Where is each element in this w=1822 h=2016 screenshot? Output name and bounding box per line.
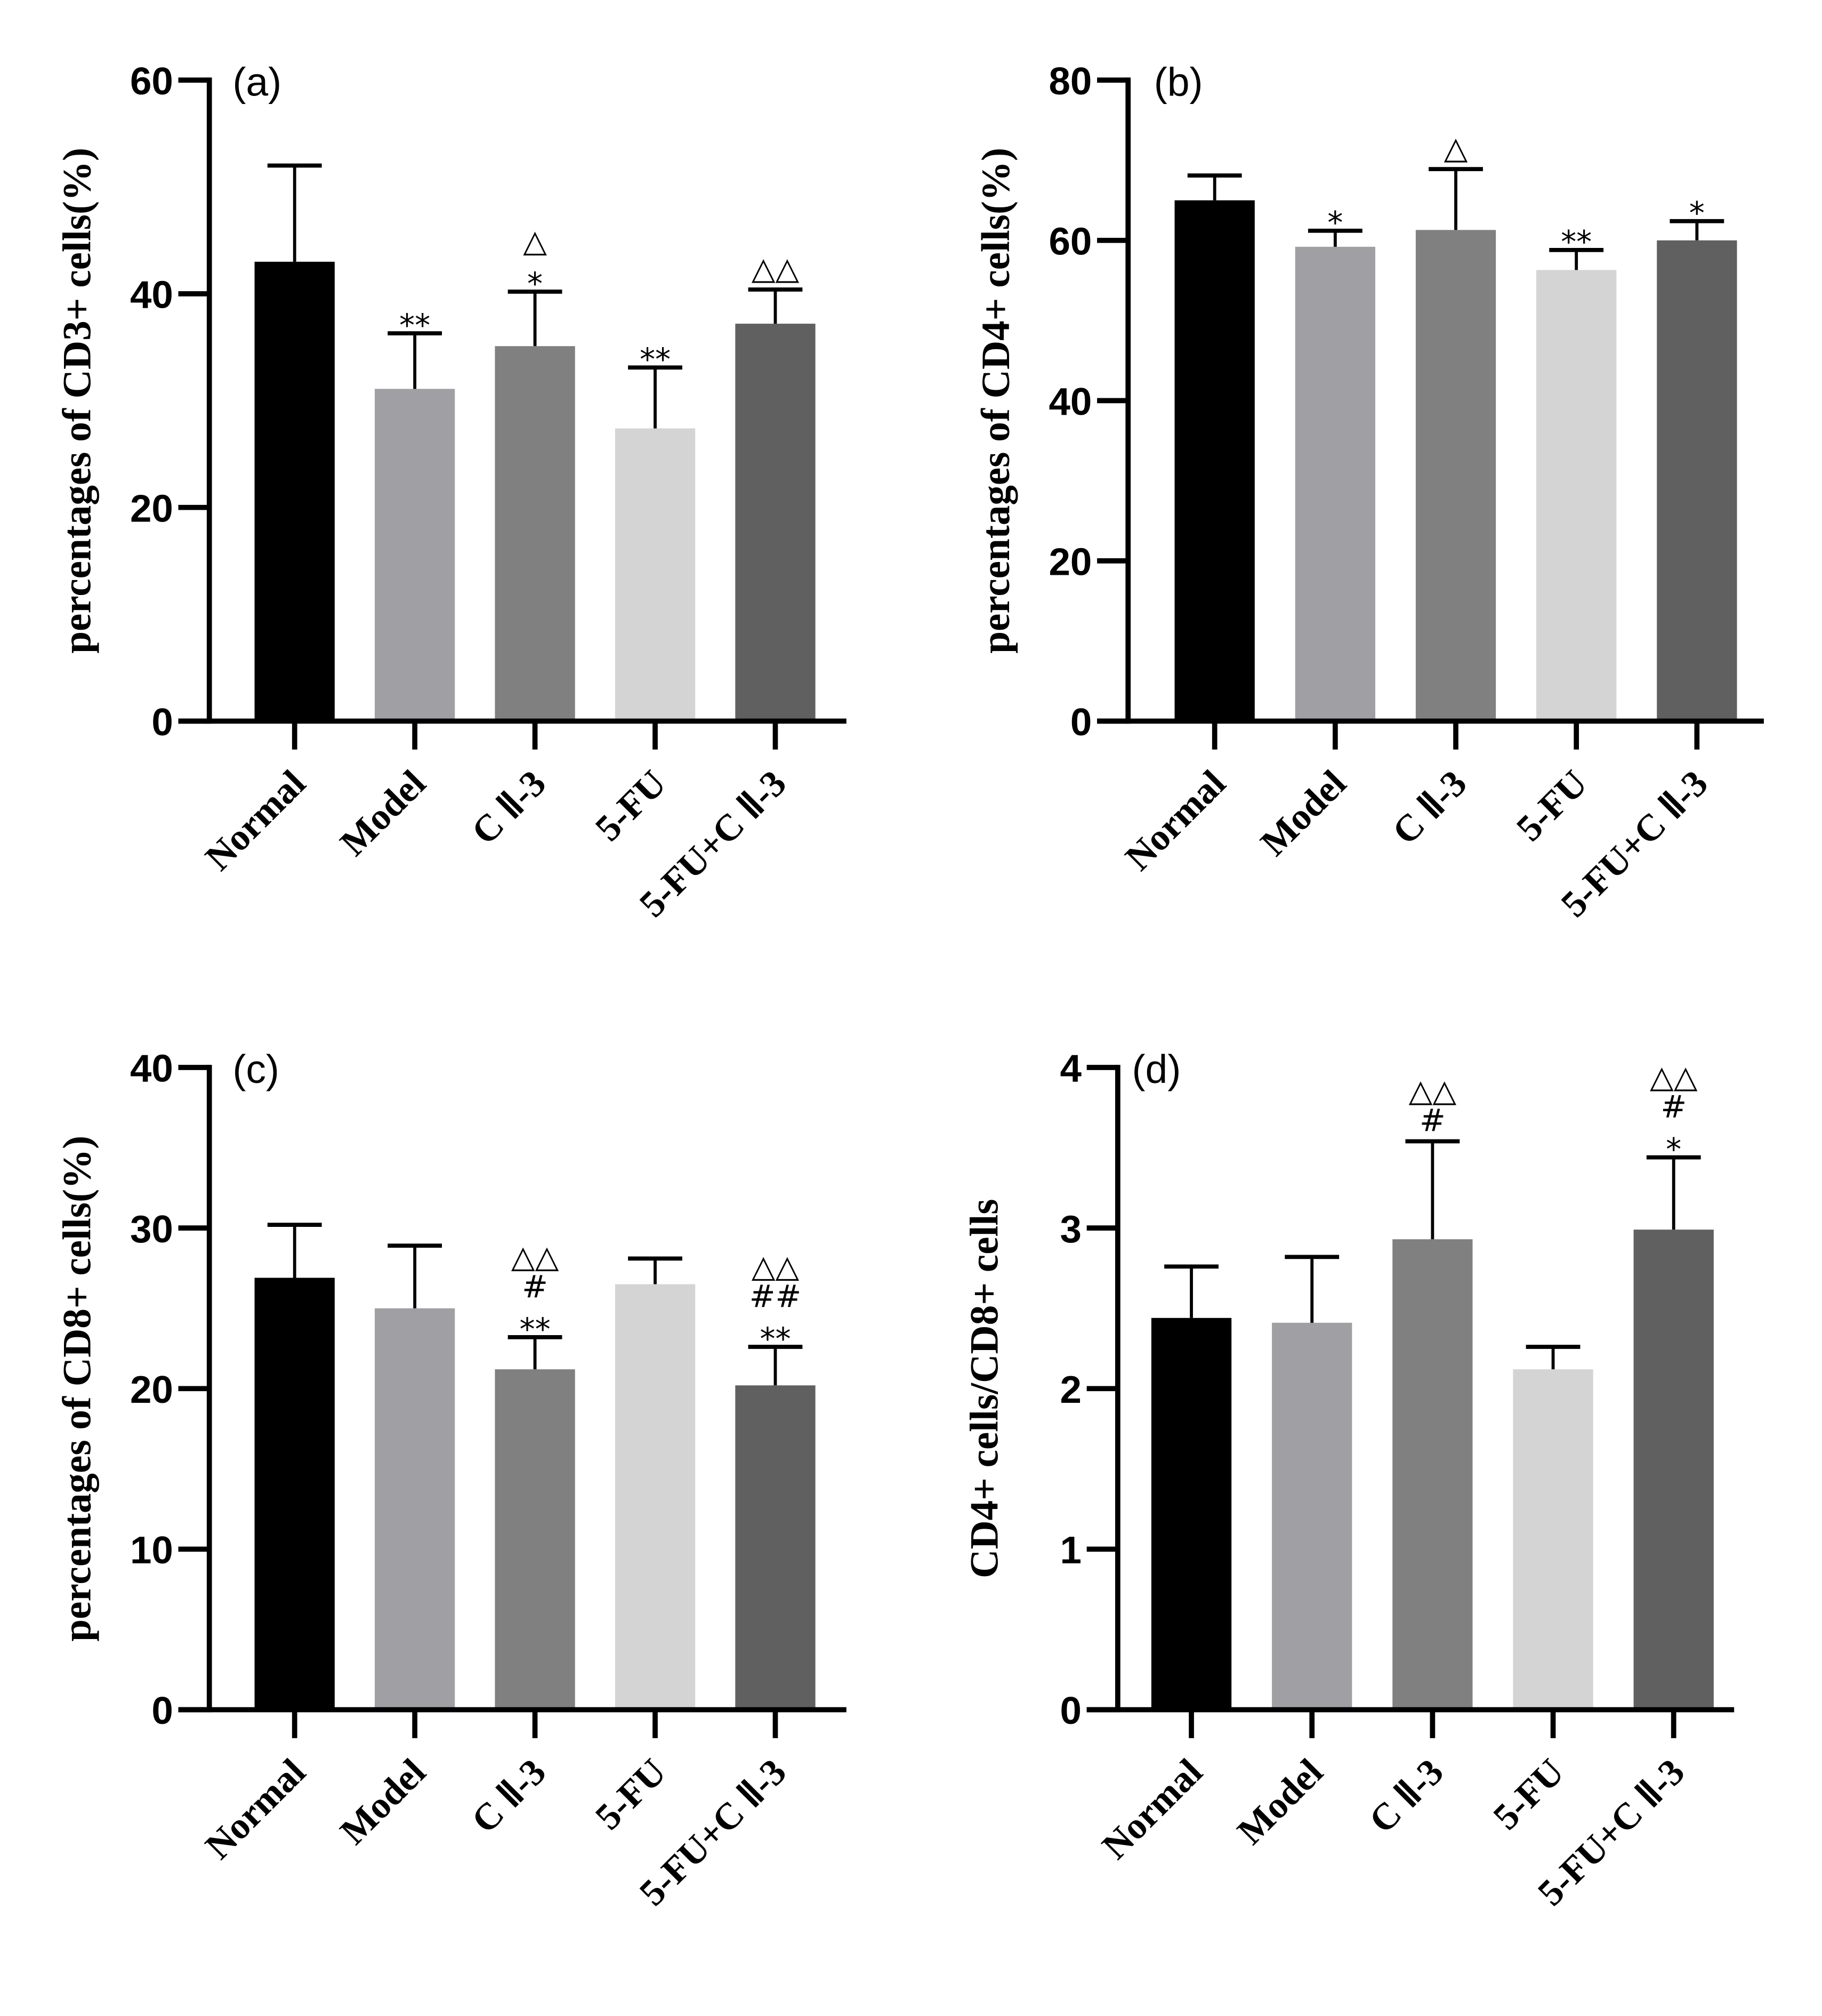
bar-3 <box>1536 270 1617 721</box>
y-axis-title: percentages of CD3+ cells(%) <box>55 148 100 654</box>
y-tick-label: 80 <box>1049 60 1092 103</box>
significance-marker: △△ <box>752 1248 800 1284</box>
significance-marker: # <box>1660 1089 1687 1125</box>
bar-4 <box>735 324 816 721</box>
y-tick-label: 40 <box>130 274 173 317</box>
significance-marker: ** <box>520 1311 551 1347</box>
significance-marker: △△ <box>1650 1059 1698 1095</box>
x-tick-label: Normal <box>197 762 313 879</box>
bar-0 <box>1151 1318 1232 1710</box>
bar-0 <box>1174 200 1255 721</box>
bar-3 <box>615 428 696 721</box>
bar-1 <box>374 1308 455 1710</box>
x-tick-label: 5-FU <box>1509 762 1595 849</box>
bar-1 <box>1272 1322 1352 1710</box>
bar-0 <box>254 261 335 721</box>
x-tick-label: Normal <box>1117 762 1234 879</box>
bar-4 <box>735 1385 816 1710</box>
significance-marker: * <box>527 266 543 302</box>
x-tick-label: C Ⅱ-3 <box>1384 762 1474 853</box>
significance-marker: ** <box>399 307 430 343</box>
x-tick-label: Model <box>332 1751 433 1852</box>
bar-3 <box>1513 1369 1593 1710</box>
panel-label: (c) <box>232 1047 279 1091</box>
bar-3 <box>615 1284 696 1710</box>
y-axis-title: CD4+ cells/CD8+ cells <box>962 1199 1006 1578</box>
bar-1 <box>374 389 455 721</box>
y-axis-title: percentages of CD4+ cells(%) <box>974 148 1018 654</box>
significance-marker: * <box>1666 1131 1681 1167</box>
significance-marker: # <box>1420 1102 1446 1138</box>
significance-marker: * <box>1689 195 1705 231</box>
bar-2 <box>495 1369 575 1710</box>
y-tick-label: 2 <box>1060 1368 1082 1411</box>
y-tick-label: 0 <box>1060 1689 1082 1732</box>
significance-marker: △ <box>1444 130 1468 166</box>
y-tick-label: 4 <box>1060 1047 1082 1090</box>
x-tick-label: Normal <box>1094 1751 1211 1867</box>
significance-marker: # <box>522 1268 548 1305</box>
panel-label: (b) <box>1154 59 1203 104</box>
x-tick-label: Model <box>1253 762 1354 864</box>
y-tick-label: 20 <box>130 487 173 530</box>
significance-marker: ** <box>640 341 671 378</box>
y-tick-label: 0 <box>151 1689 173 1732</box>
significance-marker: * <box>1327 205 1343 241</box>
panel-label: (d) <box>1132 1047 1181 1091</box>
bar-0 <box>254 1278 335 1710</box>
y-tick-label: 40 <box>1049 380 1092 423</box>
y-tick-label: 3 <box>1060 1208 1082 1251</box>
significance-marker: △△ <box>1409 1072 1457 1109</box>
x-tick-label: 5-FU <box>587 762 674 849</box>
x-tick-label: Model <box>332 762 433 864</box>
y-axis-title: percentages of CD8+ cells(%) <box>55 1136 100 1642</box>
x-tick-label: C Ⅱ-3 <box>1361 1751 1452 1841</box>
x-tick-label: Model <box>1229 1751 1331 1852</box>
x-tick-label: Normal <box>197 1751 313 1867</box>
y-tick-label: 1 <box>1060 1529 1082 1572</box>
bar-4 <box>1633 1230 1714 1710</box>
significance-marker: ** <box>1561 224 1592 260</box>
y-tick-label: 20 <box>1049 541 1092 584</box>
x-tick-label: 5-FU <box>587 1751 674 1838</box>
bar-4 <box>1657 240 1737 721</box>
y-tick-label: 0 <box>1070 701 1092 744</box>
bar-2 <box>1415 230 1496 721</box>
x-tick-label: 5-FU <box>1485 1751 1572 1838</box>
y-tick-label: 0 <box>151 701 173 744</box>
y-tick-label: 20 <box>130 1368 173 1411</box>
significance-marker: △△ <box>511 1239 559 1275</box>
bar-2 <box>495 346 575 721</box>
y-tick-label: 30 <box>130 1208 173 1251</box>
significance-marker: ** <box>760 1321 791 1357</box>
significance-marker: ## <box>749 1278 801 1314</box>
y-tick-label: 60 <box>1049 220 1092 263</box>
bar-2 <box>1392 1239 1473 1710</box>
significance-marker: △ <box>523 223 547 259</box>
bar-1 <box>1295 246 1375 721</box>
x-tick-label: C Ⅱ-3 <box>464 762 554 853</box>
panel-label: (a) <box>232 59 281 104</box>
y-tick-label: 60 <box>130 60 173 103</box>
x-tick-label: C Ⅱ-3 <box>464 1751 554 1841</box>
significance-marker: △△ <box>752 251 800 287</box>
y-tick-label: 10 <box>130 1529 173 1572</box>
y-tick-label: 40 <box>130 1047 173 1090</box>
